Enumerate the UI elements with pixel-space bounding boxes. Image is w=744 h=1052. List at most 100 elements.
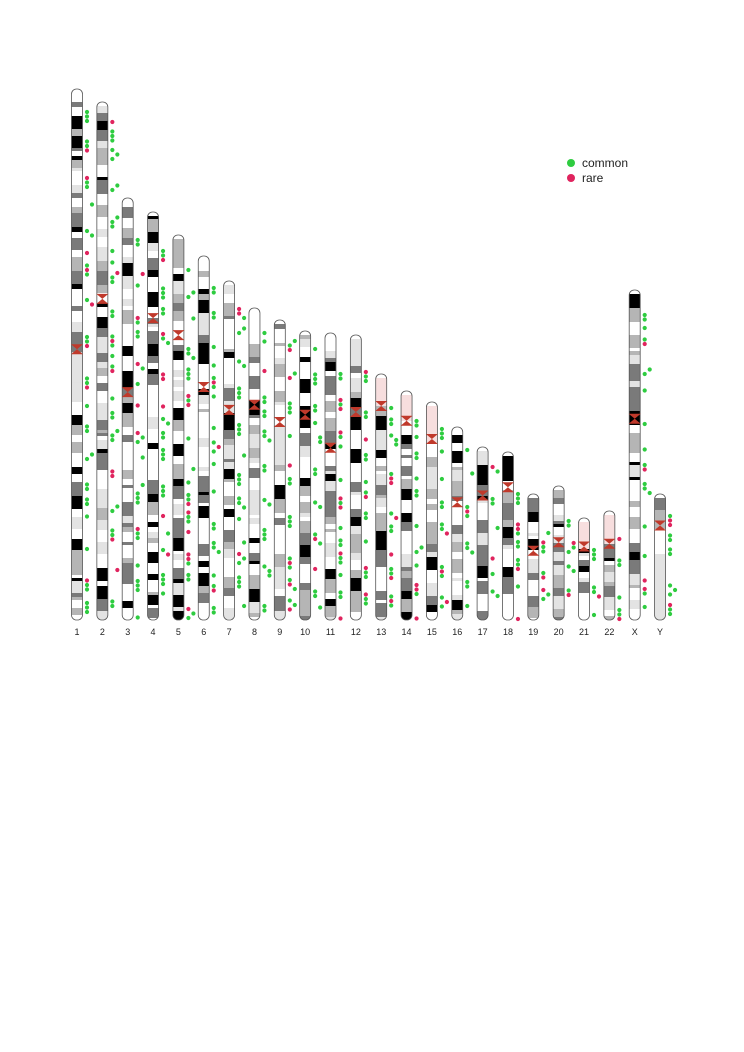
common-variant-marker — [242, 363, 247, 369]
band — [248, 312, 260, 319]
common-variant-marker — [135, 531, 140, 536]
band — [578, 553, 590, 556]
rare-variant-marker — [490, 556, 495, 561]
common-variant-marker — [160, 447, 166, 453]
band — [96, 520, 108, 530]
band — [223, 445, 235, 456]
band — [223, 338, 235, 349]
band — [527, 498, 539, 508]
band — [71, 482, 83, 496]
chromosomes-layer: 1 2 3 4 5 6 7 8 9 10 11 12 13 14 15 16 17 18 19 20 21 22 X Y — [71, 88, 678, 637]
band — [350, 517, 362, 526]
rare-variant-marker — [287, 582, 292, 587]
band — [629, 390, 641, 403]
rare-variant-marker — [389, 480, 394, 486]
common-variant-marker — [110, 275, 115, 280]
common-variant-marker — [160, 290, 166, 296]
band — [629, 543, 641, 552]
common-variant-marker — [313, 376, 318, 382]
band — [223, 459, 235, 462]
common-variant-marker — [389, 511, 394, 516]
band — [401, 449, 413, 455]
common-variant-marker — [165, 340, 171, 346]
band — [299, 433, 311, 446]
band — [502, 503, 514, 506]
common-variant-marker — [262, 463, 267, 469]
band — [198, 518, 210, 530]
chromosome-outline — [527, 493, 540, 621]
centromere — [527, 545, 540, 556]
common-variant-marker — [566, 564, 571, 569]
rare-variant-marker — [642, 586, 647, 592]
common-variant-marker — [439, 595, 444, 600]
band — [654, 599, 666, 605]
band — [122, 592, 134, 601]
band — [147, 243, 159, 251]
common-variant-marker — [363, 601, 368, 606]
band — [248, 463, 260, 468]
chromosome-label: 17 — [478, 627, 488, 637]
rare-variant-marker — [237, 306, 242, 312]
band — [223, 316, 235, 319]
band — [477, 559, 489, 566]
band — [198, 313, 210, 323]
band — [96, 542, 108, 554]
band — [96, 411, 108, 420]
chromosome-outline — [172, 234, 185, 621]
band-group — [147, 212, 159, 620]
rare-variant-marker — [338, 496, 343, 501]
band — [198, 573, 210, 586]
band — [122, 410, 134, 413]
band — [71, 296, 83, 306]
band — [325, 431, 336, 444]
band — [477, 503, 489, 516]
band — [350, 602, 362, 612]
band — [71, 425, 83, 428]
common-variant-marker — [186, 294, 191, 300]
band — [122, 485, 134, 488]
band — [451, 481, 463, 493]
band — [401, 479, 413, 484]
chromosome-outline — [71, 88, 83, 621]
band — [223, 325, 235, 338]
common-variant-marker — [211, 605, 216, 611]
rare-variant-marker — [363, 565, 368, 571]
band-group — [71, 89, 83, 620]
band — [122, 257, 134, 263]
band — [96, 205, 108, 217]
common-variant-marker — [84, 180, 90, 185]
band — [71, 156, 83, 160]
band — [527, 539, 539, 550]
band — [71, 332, 83, 338]
band — [375, 450, 387, 458]
chromosome-label: 6 — [201, 627, 206, 637]
rare-variant-marker — [84, 267, 90, 273]
band — [299, 339, 311, 344]
band — [122, 479, 134, 485]
band — [172, 377, 184, 380]
common-variant-marker — [338, 594, 343, 600]
common-variant-marker — [515, 584, 521, 589]
band — [71, 289, 83, 296]
centromere — [121, 387, 134, 398]
band — [451, 595, 463, 600]
band — [96, 530, 108, 542]
common-variant-marker — [237, 496, 242, 501]
common-variant-marker — [110, 410, 115, 416]
band — [172, 504, 184, 515]
rare-variant-marker — [363, 369, 368, 375]
band — [325, 390, 336, 395]
common-variant-marker — [541, 549, 546, 554]
band — [71, 402, 83, 415]
common-variant-marker — [211, 394, 216, 399]
band — [96, 403, 108, 411]
band — [325, 593, 336, 599]
band — [122, 238, 134, 245]
band — [71, 232, 83, 238]
band — [578, 528, 590, 537]
common-variant-marker — [211, 521, 216, 527]
common-variant-marker — [363, 479, 368, 485]
common-variant-marker — [160, 295, 166, 300]
band — [375, 513, 387, 525]
common-variant-marker — [110, 528, 115, 533]
